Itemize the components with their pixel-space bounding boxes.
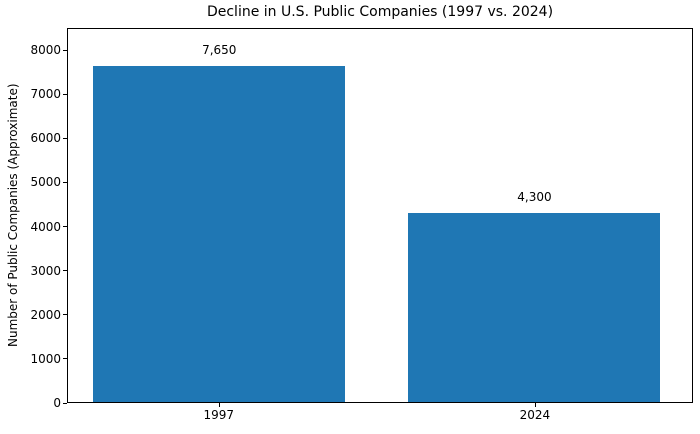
x-tick-mark bbox=[218, 403, 220, 407]
x-tick-label: 1997 bbox=[203, 408, 235, 422]
y-tick-mark bbox=[63, 181, 67, 183]
plot-area: 7,650 4,300 bbox=[67, 28, 693, 403]
y-tick-mark bbox=[63, 402, 67, 404]
y-tick-mark bbox=[63, 226, 67, 228]
chart-title: Decline in U.S. Public Companies (1997 v… bbox=[206, 4, 554, 20]
y-tick-label: 2000 bbox=[30, 307, 61, 322]
x-tick-label: 2024 bbox=[519, 408, 551, 422]
y-tick-label: 7000 bbox=[30, 87, 61, 102]
y-tick-label: 3000 bbox=[30, 263, 61, 278]
bar-2024 bbox=[408, 213, 661, 402]
y-tick-label: 4000 bbox=[30, 219, 61, 234]
x-tick-mark bbox=[534, 403, 536, 407]
y-tick-label: 1000 bbox=[30, 351, 61, 366]
y-tick-mark bbox=[63, 93, 67, 95]
y-tick-mark bbox=[63, 314, 67, 316]
y-tick-label: 5000 bbox=[30, 175, 61, 190]
bar-value-label: 4,300 bbox=[517, 190, 552, 205]
y-tick-label: 0 bbox=[53, 396, 61, 410]
bar-1997 bbox=[93, 66, 346, 402]
y-tick-mark bbox=[63, 49, 67, 51]
y-tick-label: 6000 bbox=[30, 131, 61, 146]
y-tick-mark bbox=[63, 270, 67, 272]
y-tick-mark bbox=[63, 137, 67, 139]
y-axis-title: Number of Public Companies (Approximate) bbox=[6, 83, 20, 348]
y-tick-label: 8000 bbox=[30, 43, 61, 58]
y-tick-mark bbox=[63, 358, 67, 360]
bar-value-label: 7,650 bbox=[202, 42, 237, 57]
